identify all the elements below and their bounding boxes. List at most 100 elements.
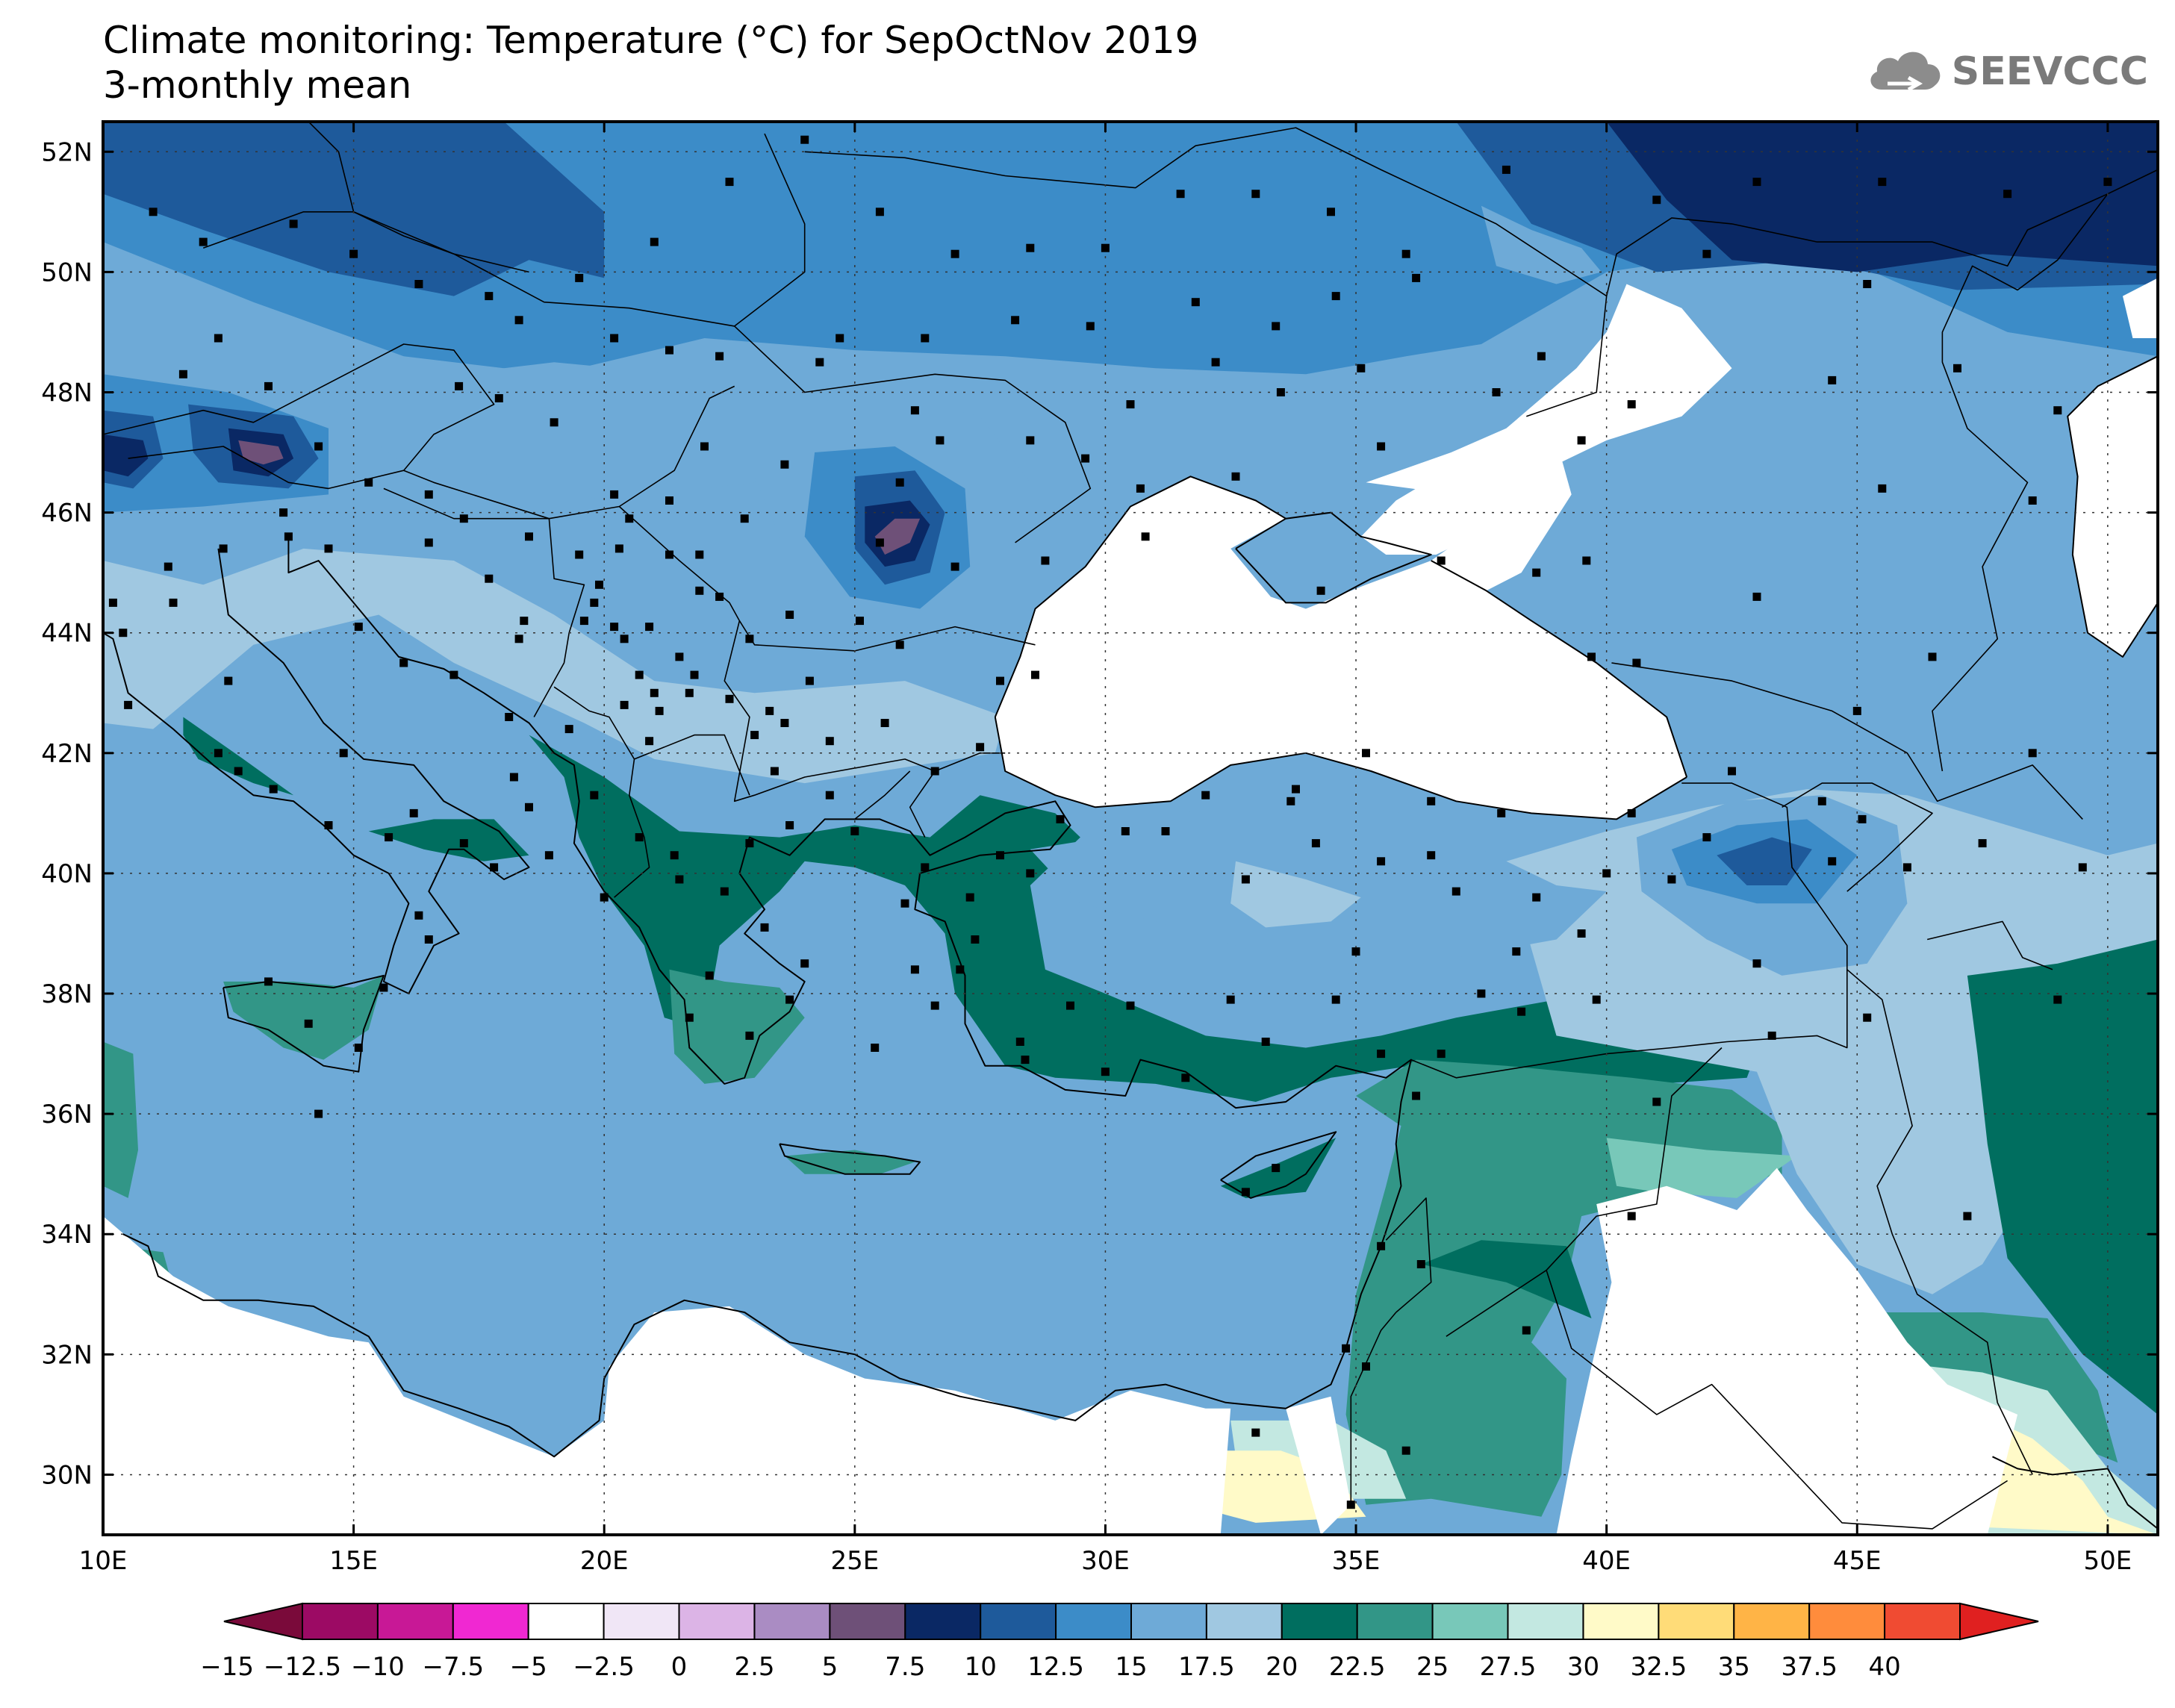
field-5-2 [1606,122,2158,272]
field-20-19 [669,969,805,1084]
station-marker [785,821,794,829]
station-marker [1126,400,1135,409]
lon-tick-label: 50E [2084,1546,2132,1576]
station-marker [1026,436,1035,445]
station-marker [685,1013,694,1022]
field-17_5-33 [1967,939,2158,1415]
colorbar-swatch [1884,1603,1961,1640]
station-marker [119,629,128,638]
station-marker [514,635,523,643]
colorbar-label: 17.5 [1178,1652,1235,1682]
crimea [1235,511,1432,604]
station-marker [930,767,939,776]
station-marker [1377,442,1386,451]
lat-tick-label: 50N [41,258,93,287]
station-marker [996,676,1004,685]
black-sea-south [994,717,1687,820]
border-3 [734,133,806,327]
lon-tick-label: 15E [329,1546,378,1576]
station-marker [1377,1050,1386,1059]
black-sea [995,440,1687,820]
field-15-32 [1230,861,1361,928]
black-sea-north [994,476,1286,717]
colorbar-label: 35 [1718,1652,1750,1682]
station-marker [1902,863,1911,872]
station-marker [314,442,323,451]
station-marker [349,249,358,258]
station-marker [575,550,584,559]
station-marker [856,617,864,626]
colorbar-swatch [829,1603,906,1640]
station-marker [1141,532,1150,541]
station-marker [1858,814,1867,823]
colorbar-swatch [452,1603,529,1640]
station-marker [895,640,904,649]
station-marker [690,670,699,679]
station-marker [1532,568,1541,577]
colorbar-label: 0 [671,1652,688,1682]
station-marker [825,737,834,746]
station-marker [785,611,794,619]
station-marker [1702,249,1711,258]
station-marker [800,135,809,144]
station-marker [921,863,930,872]
station-marker [620,700,629,709]
colorbar-label: 2.5 [734,1652,774,1682]
lat-tick-label: 46N [41,499,93,529]
station-marker [1437,1050,1446,1059]
colorbar-label: −12.5 [264,1652,341,1682]
station-marker [1026,869,1035,878]
station-marker [1357,364,1366,373]
station-marker [1412,273,1421,282]
colorbar-label: −15 [200,1652,254,1682]
colorbar-label: 40 [1868,1652,1900,1682]
station-marker [780,460,789,469]
station-marker [2028,749,2037,758]
station-marker [224,676,233,685]
station-marker [2078,863,2087,872]
no-data-areas [103,278,2158,1535]
station-marker [850,827,859,835]
station-marker [665,346,673,355]
station-marker [650,688,659,697]
station-marker [956,965,965,974]
station-marker [1522,1326,1531,1335]
field-12_5-10 [303,362,780,501]
station-marker [1276,388,1285,396]
station-marker [770,767,779,776]
station-marker [1667,875,1676,884]
station-marker [910,406,919,415]
station-marker [910,965,919,974]
border-6 [403,470,585,717]
border-13 [1410,782,1848,1079]
border-22 [1932,169,2158,772]
station-marker [1272,322,1281,331]
station-marker [815,358,824,367]
station-marker [1101,243,1110,252]
station-marker [880,719,889,727]
lat-tick-label: 36N [41,1100,93,1129]
station-marker [424,935,433,944]
logo-text: SEEVCCC [1951,49,2148,94]
station-marker [1292,785,1300,794]
station-marker [564,725,573,734]
station-marker [670,851,679,860]
station-marker [715,352,724,361]
station-marker [289,219,298,228]
station-marker [1878,484,1887,493]
map-title: Climate monitoring: Temperature (°C) for… [103,19,1199,62]
lat-tick-label: 40N [41,859,93,889]
station-marker [1863,280,1872,288]
caspian-sea [2067,356,2158,657]
station-marker [595,580,603,589]
colorbar-swatch [1658,1603,1735,1640]
station-marker [750,731,759,740]
station-marker [1477,989,1486,998]
station-marker [1241,875,1250,884]
station-marker [1081,454,1090,463]
station-marker [785,995,794,1004]
station-marker [1272,1164,1281,1173]
border-17 [1385,1197,1432,1313]
colorbar-swatch [1808,1603,1886,1640]
station-marker [1978,839,1987,848]
